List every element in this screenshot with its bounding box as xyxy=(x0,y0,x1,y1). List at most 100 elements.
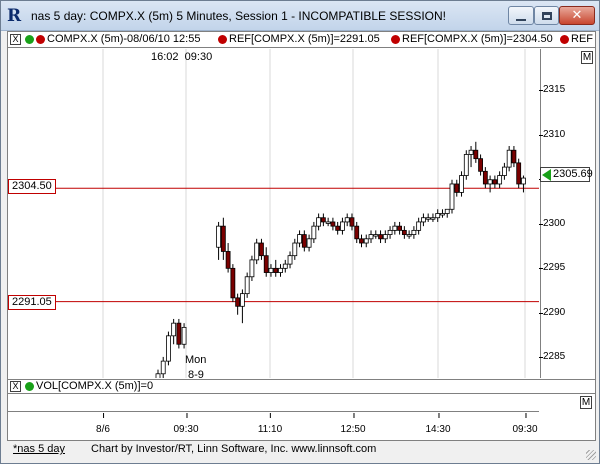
candle-body xyxy=(387,229,393,235)
time-axis[interactable]: 8/6 09:30 11:10 12:50 14:30 09:30 xyxy=(8,411,539,441)
candle-body xyxy=(344,217,350,223)
close-button[interactable]: ✕ xyxy=(559,6,595,25)
candle-body xyxy=(449,183,455,210)
x-tick: 09:30 xyxy=(173,413,199,435)
volume-legend-text: VOL[COMPX.X (5m)]=0 xyxy=(36,380,154,392)
candle-body xyxy=(459,175,464,193)
title-bar[interactable]: R nas 5 day: COMPX.X (5m) 5 Minutes, Ses… xyxy=(1,1,599,31)
ref-label-upper: 2304.50 xyxy=(8,179,56,194)
candle-body xyxy=(430,217,436,220)
candle-body xyxy=(363,238,369,244)
candle-body xyxy=(392,225,398,231)
candle-body xyxy=(320,217,326,223)
price-legend: X COMPX.X (5m)-08/06/10 12:55 REF[COMPX.… xyxy=(8,32,595,48)
y-tick: 2315 xyxy=(538,84,566,95)
x-tick: 11:10 xyxy=(257,413,283,435)
candle-body xyxy=(278,267,283,273)
candle-body xyxy=(335,225,341,231)
candle-body xyxy=(492,179,498,185)
volume-legend: X VOL[COMPX.X (5m)]=0 xyxy=(8,379,595,394)
candle-body xyxy=(506,149,512,168)
candle-body xyxy=(325,221,331,224)
close-icon: ✕ xyxy=(571,8,583,23)
candle-body xyxy=(516,162,522,185)
window-title: nas 5 day: COMPX.X (5m) 5 Minutes, Sessi… xyxy=(31,9,447,23)
candle-body xyxy=(478,158,483,172)
candle-body xyxy=(354,225,360,240)
candle-body xyxy=(166,335,171,362)
red-dot-icon xyxy=(36,34,45,44)
last-price-value: 2305.69 xyxy=(553,168,593,180)
maximize-button[interactable] xyxy=(534,6,559,25)
legend-ref2-text: REF[COMPX.X (5m)]=2304.50 xyxy=(402,33,553,45)
candle-body xyxy=(301,234,307,248)
y-tick: 2290 xyxy=(538,307,566,318)
cursor-time: 16:02 09:30 xyxy=(151,51,213,63)
maximize-icon xyxy=(541,11,552,20)
candle-body xyxy=(416,221,422,231)
candle-body xyxy=(349,217,355,227)
candle-body xyxy=(340,221,345,231)
candle-body xyxy=(482,170,488,185)
candle-body xyxy=(287,255,293,265)
chart-area[interactable]: X COMPX.X (5m)-08/06/10 12:55 REF[COMPX.… xyxy=(7,31,596,441)
candle-body xyxy=(220,225,226,252)
legend-item-ref3[interactable]: REF xyxy=(560,33,593,45)
price-plot[interactable]: 16:02 09:30 Mon 8-9 xyxy=(8,49,539,391)
candle-body xyxy=(501,166,507,176)
candle-body xyxy=(282,263,288,269)
legend-price-text: COMPX.X (5m)-08/06/10 12:55 xyxy=(47,33,201,45)
candle-body xyxy=(421,217,426,223)
volume-panel[interactable] xyxy=(8,395,539,411)
minimize-icon xyxy=(516,18,526,21)
candle-body xyxy=(268,267,274,273)
legend-ref1-text: REF[COMPX.X (5m)]=2291.05 xyxy=(229,33,380,45)
candle-body xyxy=(316,217,322,227)
candle-body xyxy=(263,255,269,273)
minimize-button[interactable] xyxy=(508,6,534,25)
y-tick: 2295 xyxy=(538,262,566,273)
credit-text: Chart by Investor/RT, Linn Software, Inc… xyxy=(91,443,377,455)
legend-item-ref2[interactable]: REF[COMPX.X (5m)]=2304.50 xyxy=(391,33,553,45)
candle-body xyxy=(473,149,479,160)
legend-item-volume[interactable]: VOL[COMPX.X (5m)]=0 xyxy=(25,380,153,392)
candle-body xyxy=(497,175,503,185)
legend-item-ref1[interactable]: REF[COMPX.X (5m)]=2291.05 xyxy=(218,33,380,45)
candle-body xyxy=(411,229,417,235)
close-volume-pane-button[interactable]: X xyxy=(10,381,21,392)
red-dot-icon xyxy=(218,34,227,44)
candle-body xyxy=(454,183,460,193)
candle-body xyxy=(382,234,388,240)
date-label: 8-9 xyxy=(188,369,204,381)
page-tab[interactable]: *nas 5 day xyxy=(13,443,65,455)
x-tick: 09:30 xyxy=(512,413,538,435)
candle-body xyxy=(244,276,250,295)
candle-body xyxy=(306,238,312,248)
price-axis[interactable]: M 2315 2310 2305 2300 2295 2290 2285 xyxy=(538,49,595,378)
volume-m-button[interactable]: M xyxy=(580,396,592,409)
y-tick: 2285 xyxy=(538,351,566,362)
last-price-badge: 2305.69 xyxy=(540,167,593,182)
resize-grip-icon[interactable] xyxy=(586,450,596,460)
candle-body xyxy=(249,259,255,278)
price-axis-m-button[interactable]: M xyxy=(581,51,593,64)
candle-body xyxy=(311,225,317,240)
candle-body xyxy=(373,234,379,237)
candle-body xyxy=(155,373,161,383)
candle-body xyxy=(359,238,364,244)
y-tick: 2310 xyxy=(538,129,566,140)
candle-body xyxy=(330,221,336,227)
ref-label-lower: 2291.05 xyxy=(8,295,56,310)
candle-body xyxy=(292,242,298,257)
candle-body xyxy=(468,149,474,155)
red-dot-icon xyxy=(391,34,400,44)
candle-body xyxy=(176,322,182,345)
legend-item-price[interactable]: COMPX.X (5m)-08/06/10 12:55 xyxy=(25,33,200,45)
candle-body xyxy=(511,149,517,164)
candle-body xyxy=(425,217,431,220)
legend-ref3-text: REF xyxy=(571,33,593,45)
candle-body xyxy=(235,297,241,307)
close-pane-button[interactable]: X xyxy=(10,34,21,45)
candle-body xyxy=(487,179,493,185)
